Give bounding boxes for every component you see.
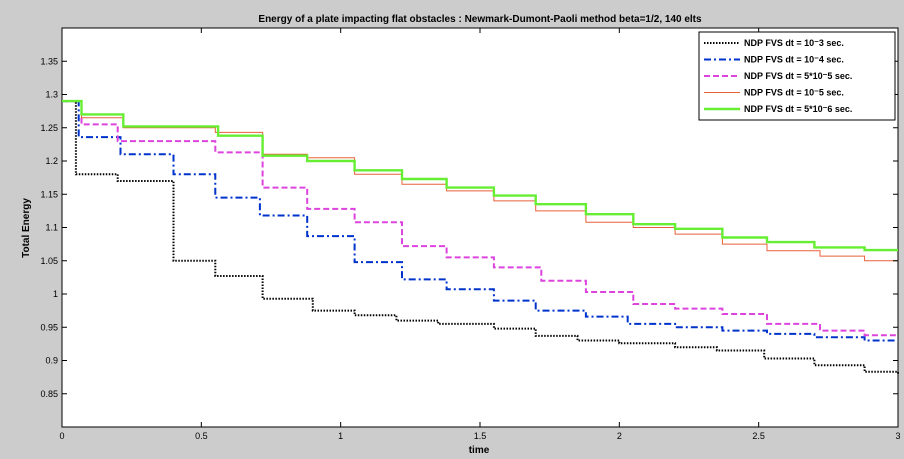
series-line-5 bbox=[62, 99, 898, 252]
legend: NDP FVS dt = 10⁻3 sec. NDP FVS dt = 10⁻4 … bbox=[698, 31, 896, 121]
y-tick-label: 0.9 bbox=[45, 356, 58, 366]
x-axis-label: time bbox=[469, 445, 490, 456]
y-tick-label: 1 bbox=[53, 289, 58, 299]
y-axis-ticks: 0.85 0.9 0.95 1 1.05 1.1 1.15 1.2 1.25 1.3 1.35 bbox=[40, 56, 898, 399]
x-tick-label: 2 bbox=[617, 431, 622, 441]
y-tick-label: 1.15 bbox=[40, 189, 58, 199]
legend-label-3: NDP FVS dt = 5*10⁻5 sec. bbox=[744, 71, 852, 81]
x-tick-label: 1 bbox=[338, 431, 343, 441]
legend-entries: NDP FVS dt = 10⁻3 sec. NDP FVS dt = 10⁻4 … bbox=[704, 38, 852, 114]
y-tick-label: 1.1 bbox=[45, 223, 58, 233]
x-tick-label: 3 bbox=[895, 431, 900, 441]
y-tick-label: 1.05 bbox=[40, 256, 58, 266]
x-tick-label: 2.5 bbox=[752, 431, 765, 441]
y-tick-label: 1.2 bbox=[45, 156, 58, 166]
x-tick-label: 0 bbox=[59, 431, 64, 441]
series-layer bbox=[62, 99, 899, 374]
y-tick-label: 1.25 bbox=[40, 123, 58, 133]
x-axis-ticks: 0 0.5 1 1.5 2 2.5 3 bbox=[59, 28, 901, 441]
series-line-2 bbox=[62, 100, 898, 342]
y-tick-label: 0.95 bbox=[40, 322, 58, 332]
y-tick-label: 0.85 bbox=[40, 389, 58, 399]
y-tick-label: 1.3 bbox=[45, 90, 58, 100]
x-tick-label: 0.5 bbox=[195, 431, 208, 441]
y-axis-label: Total Energy bbox=[21, 198, 32, 258]
legend-label-4: NDP FVS dt = 10⁻5 sec. bbox=[744, 88, 844, 98]
legend-label-1: NDP FVS dt = 10⁻3 sec. bbox=[744, 38, 844, 48]
legend-label-2: NDP FVS dt = 10⁻4 sec. bbox=[744, 55, 844, 65]
chart-title: Energy of a plate impacting flat obstacl… bbox=[258, 14, 702, 25]
x-tick-label: 1.5 bbox=[474, 431, 487, 441]
series-line-3 bbox=[62, 100, 898, 337]
series-line-1 bbox=[62, 100, 899, 374]
legend-label-5: NDP FVS dt = 5*10⁻6 sec. bbox=[744, 104, 852, 114]
y-tick-label: 1.35 bbox=[40, 56, 58, 66]
